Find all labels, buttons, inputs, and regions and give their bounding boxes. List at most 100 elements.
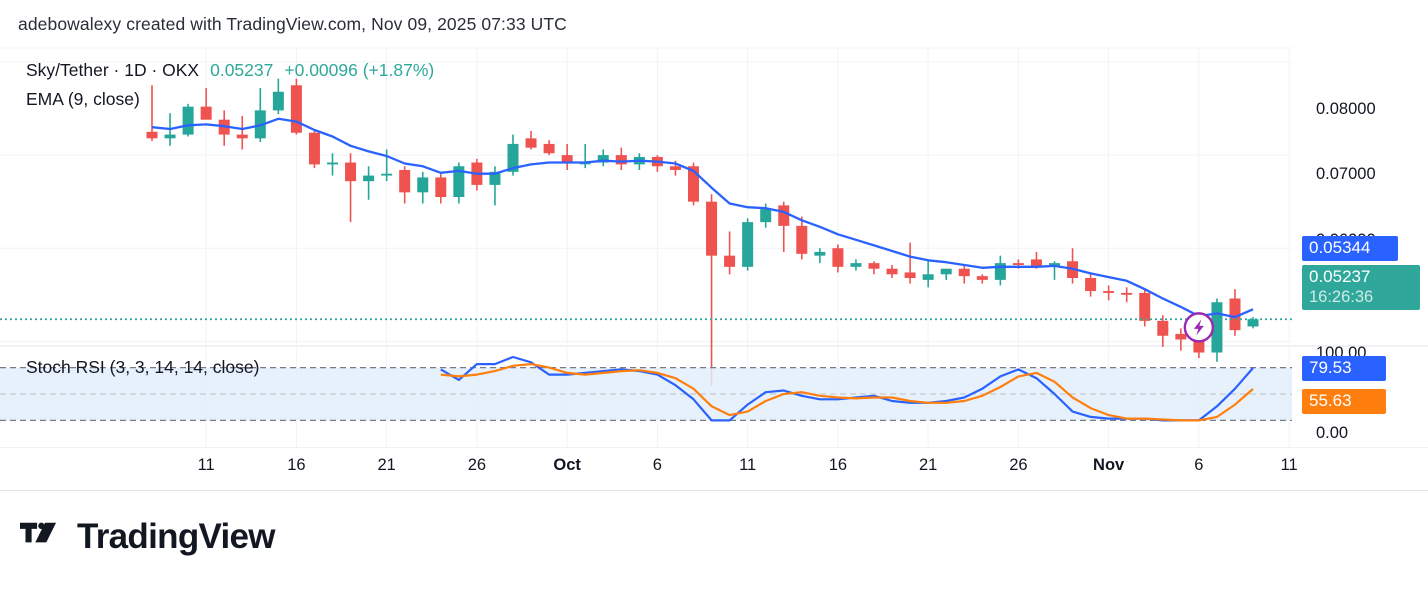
- candle[interactable]: [1211, 298, 1223, 362]
- candle[interactable]: [579, 143, 591, 169]
- time-tick-4: Oct: [553, 456, 581, 474]
- candle-body: [1211, 302, 1223, 353]
- time-tick-3: 26: [467, 456, 487, 474]
- candle[interactable]: [417, 171, 429, 204]
- candle[interactable]: [706, 194, 718, 387]
- stoch-tick-1: 0.00: [1316, 424, 1349, 442]
- candle[interactable]: [1139, 289, 1151, 327]
- price-scale[interactable]: 0.08000 0.07000 0.06000 0.05344 0.052371…: [1292, 44, 1428, 448]
- candle[interactable]: [1175, 328, 1187, 351]
- candle[interactable]: [1229, 289, 1241, 336]
- tradingview-wordmark: TradingView: [77, 517, 276, 556]
- candle-body: [688, 166, 699, 202]
- time-tick-8: 21: [918, 456, 938, 474]
- candle[interactable]: [615, 147, 627, 170]
- candle[interactable]: [850, 259, 862, 271]
- candle[interactable]: [994, 255, 1006, 286]
- candle[interactable]: [976, 274, 988, 284]
- candle-body: [1175, 333, 1187, 340]
- price-badge-countdown: 16:26:36: [1309, 288, 1374, 306]
- candle[interactable]: [904, 242, 916, 284]
- candle[interactable]: [236, 115, 248, 150]
- candle[interactable]: [651, 155, 663, 172]
- candle[interactable]: [1121, 287, 1133, 303]
- candle-body: [200, 106, 212, 120]
- time-tick-5: 6: [652, 456, 662, 474]
- candle-body: [1229, 298, 1241, 331]
- candle[interactable]: [724, 231, 736, 275]
- candle-body: [1103, 291, 1115, 293]
- candle[interactable]: [525, 130, 537, 150]
- candle[interactable]: [886, 264, 898, 279]
- candle[interactable]: [958, 264, 970, 284]
- candle[interactable]: [399, 166, 411, 204]
- candle-body: [742, 222, 754, 267]
- candle[interactable]: [218, 110, 230, 146]
- candle-body: [507, 143, 519, 172]
- candle-body: [327, 162, 338, 165]
- time-tick-7: 16: [828, 456, 848, 474]
- alert-icon-group[interactable]: [1183, 312, 1215, 343]
- candle-body: [525, 138, 537, 148]
- candle-body: [597, 155, 609, 163]
- time-tick-11: 6: [1194, 456, 1204, 474]
- candle[interactable]: [832, 244, 844, 273]
- candle[interactable]: [742, 218, 754, 271]
- candle[interactable]: [814, 248, 826, 264]
- candle[interactable]: [1247, 317, 1259, 329]
- candle[interactable]: [290, 78, 302, 135]
- candle[interactable]: [796, 216, 808, 260]
- candle-body: [1193, 339, 1205, 353]
- candle[interactable]: [327, 153, 338, 176]
- candle[interactable]: [543, 140, 555, 156]
- candle-body: [1012, 263, 1024, 265]
- candle-body: [814, 251, 826, 256]
- candle-body: [778, 205, 790, 226]
- candle[interactable]: [363, 166, 375, 200]
- candle-body: [850, 263, 862, 267]
- candle-body: [345, 162, 357, 182]
- stoch-d-line: [440, 363, 1254, 422]
- candle[interactable]: [308, 130, 320, 169]
- candle[interactable]: [272, 78, 284, 115]
- candle-body: [489, 171, 501, 185]
- chart-area[interactable]: [0, 44, 1428, 448]
- candle[interactable]: [1049, 261, 1060, 280]
- candle[interactable]: [940, 268, 952, 280]
- candle-body: [308, 132, 320, 165]
- candle-body: [543, 143, 555, 154]
- candle[interactable]: [254, 88, 266, 143]
- candle[interactable]: [381, 149, 393, 182]
- candle[interactable]: [1085, 274, 1097, 297]
- price-badge-last-value: 0.05237: [1309, 267, 1371, 286]
- candle[interactable]: [868, 261, 880, 275]
- candle[interactable]: [200, 88, 212, 120]
- candle-body: [958, 268, 970, 277]
- candle-body: [1139, 292, 1151, 321]
- candle[interactable]: [182, 103, 194, 137]
- candle-body: [904, 272, 916, 279]
- candle-body: [453, 166, 465, 197]
- candle[interactable]: [778, 201, 790, 252]
- candle[interactable]: [561, 143, 573, 170]
- candle[interactable]: [1157, 315, 1169, 347]
- candle[interactable]: [922, 261, 934, 288]
- candle-body: [994, 263, 1006, 280]
- candle[interactable]: [453, 162, 465, 204]
- candle-body: [435, 177, 447, 197]
- candle[interactable]: [345, 153, 357, 223]
- chart-canvas[interactable]: [0, 44, 1428, 448]
- candle-body: [760, 209, 772, 223]
- price-tick-1: 0.07000: [1316, 165, 1376, 183]
- candle-body: [940, 268, 952, 275]
- candle-body: [561, 155, 573, 163]
- candle[interactable]: [146, 85, 158, 142]
- tradingview-logo: TradingView: [20, 517, 276, 557]
- candle[interactable]: [1067, 248, 1079, 284]
- candle[interactable]: [597, 149, 609, 167]
- candle-body: [1247, 319, 1259, 327]
- candle[interactable]: [435, 173, 447, 204]
- candle[interactable]: [1103, 285, 1115, 301]
- time-axis[interactable]: 11 16 21 26 Oct 6 11 16 21 26 Nov 6 11: [0, 448, 1298, 490]
- candle-body: [922, 274, 934, 280]
